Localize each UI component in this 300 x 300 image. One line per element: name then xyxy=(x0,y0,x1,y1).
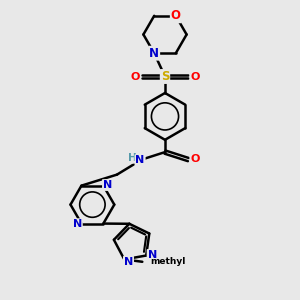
Text: N: N xyxy=(136,155,145,165)
Text: O: O xyxy=(130,71,140,82)
Text: O: O xyxy=(171,9,181,22)
Text: methyl: methyl xyxy=(151,257,186,266)
Text: S: S xyxy=(161,70,169,83)
Text: O: O xyxy=(190,154,200,164)
Text: N: N xyxy=(73,219,82,229)
Text: H: H xyxy=(128,153,137,163)
Text: O: O xyxy=(190,71,200,82)
Text: N: N xyxy=(149,47,159,60)
Text: N: N xyxy=(103,180,112,190)
Text: N: N xyxy=(148,250,157,260)
Text: N: N xyxy=(124,257,133,267)
